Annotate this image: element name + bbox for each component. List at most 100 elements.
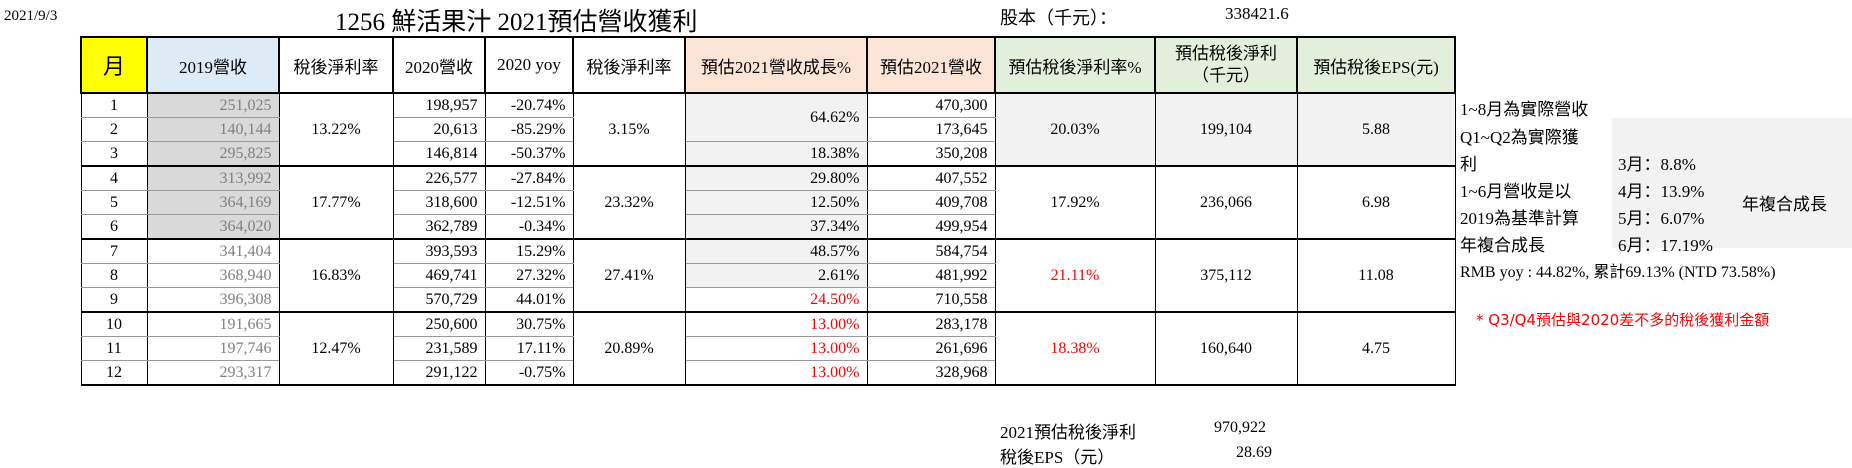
cagr-item: 4月：13.9%: [1618, 182, 1705, 201]
table-row: 12 293,317 291,122 -0.75% 13.00% 328,968: [80, 360, 1455, 386]
est-eps-cell: 6.98: [1296, 165, 1456, 240]
cagr-note-background: [1612, 118, 1852, 248]
margin2019-cell: 12.47%: [278, 311, 394, 386]
report-title: 1256 鮮活果汁 2021預估營收獲利: [335, 9, 698, 36]
table-row: 7 341,404 16.83% 393,593 15.29% 27.41% 4…: [80, 238, 1456, 313]
est-eps-cell: 5.88: [1296, 92, 1456, 167]
col-rev2019: 2019營收: [146, 36, 280, 94]
col-month: 月: [80, 36, 148, 94]
est-eps-cell: 4.75: [1296, 311, 1456, 386]
rev2020-cell: 393,593: [392, 238, 486, 264]
growth2021-cell: 13.00%: [684, 336, 868, 361]
rev2020-cell: 226,577: [392, 165, 486, 191]
col-est-eps: 預估稅後EPS(元): [1296, 36, 1456, 94]
rev2020-cell: 570,729: [392, 287, 486, 313]
growth2021-cell: 18.38%: [684, 141, 868, 167]
rev2021-cell: 499,954: [866, 214, 996, 240]
margin2020-cell: 27.41%: [572, 238, 686, 313]
est-eps-cell: 11.08: [1296, 238, 1456, 313]
report-date: 2021/9/3: [4, 8, 58, 24]
note-line: Q1~Q2為實際獲: [1460, 128, 1579, 147]
rev2020-cell: 250,600: [392, 311, 486, 337]
yoy2020-cell: -20.74%: [484, 92, 574, 118]
growth2021-cell: 37.34%: [684, 214, 868, 240]
table-row: 10 191,665 12.47% 250,600 30.75% 20.89% …: [80, 311, 1456, 386]
table-row: 6 364,020 362,789 -0.34% 37.34% 499,954: [80, 214, 1455, 240]
col-margin2019: 稅後淨利率: [278, 36, 394, 94]
rev2020-cell: 146,814: [392, 141, 486, 167]
rev2019-cell: 313,992: [146, 165, 280, 191]
est-margin-cell: 21.11%: [994, 238, 1156, 313]
rev2019-cell: 191,665: [146, 311, 280, 337]
yoy2020-cell: -50.37%: [484, 141, 574, 167]
summary-profit-value: 970,922: [1214, 419, 1266, 436]
yoy2020-cell: 15.29%: [484, 238, 574, 264]
rev2021-cell: 407,552: [866, 165, 996, 191]
rev2021-cell: 710,558: [866, 287, 996, 313]
col-rev2020: 2020營收: [392, 36, 486, 94]
yoy2020-cell: -85.29%: [484, 117, 574, 142]
summary-eps-label: 稅後EPS（元）: [1000, 448, 1115, 467]
cagr-title: 年複合成長: [1742, 195, 1827, 214]
table-row: 1 251,025 13.22% 198,957 -20.74% 3.15% 6…: [80, 92, 1456, 167]
col-yoy2020: 2020 yoy: [484, 36, 574, 94]
month-cell: 7: [80, 238, 148, 264]
growth2021-cell: 24.50%: [684, 287, 868, 313]
month-cell: 11: [80, 336, 148, 361]
rev2021-cell: 173,645: [866, 117, 996, 142]
rev2019-cell: 197,746: [146, 336, 280, 361]
rev2021-cell: 328,968: [866, 360, 996, 386]
rev2019-cell: 364,020: [146, 214, 280, 240]
col-est-margin: 預估稅後淨利率%: [994, 36, 1156, 94]
col-est-profit: 預估稅後淨利 （千元）: [1154, 36, 1298, 94]
margin2020-cell: 23.32%: [572, 165, 686, 240]
note-line: 1~6月營收是以: [1460, 182, 1572, 201]
capital-value: 338421.6: [1225, 4, 1289, 23]
rev2019-cell: 251,025: [146, 92, 280, 118]
rev2019-cell: 295,825: [146, 141, 280, 167]
capital-label: 股本（千元）：: [1000, 8, 1117, 28]
rev2019-cell: 293,317: [146, 360, 280, 386]
rev2020-cell: 20,613: [392, 117, 486, 142]
yoy2020-cell: 27.32%: [484, 263, 574, 288]
forecast-table: 月 2019營收 稅後淨利率 2020營收 2020 yoy 稅後淨利率 預估2…: [80, 36, 1456, 386]
month-cell: 10: [80, 311, 148, 337]
rev2019-cell: 364,169: [146, 190, 280, 215]
est-margin-cell: 20.03%: [994, 92, 1156, 167]
rev2021-cell: 283,178: [866, 311, 996, 337]
month-cell: 5: [80, 190, 148, 215]
yoy2020-cell: 30.75%: [484, 311, 574, 337]
yoy2020-cell: -0.75%: [484, 360, 574, 386]
month-cell: 2: [80, 117, 148, 142]
growth2021-cell: 29.80%: [684, 165, 868, 191]
month-cell: 12: [80, 360, 148, 386]
month-cell: 6: [80, 214, 148, 240]
rev2020-cell: 362,789: [392, 214, 486, 240]
rmb-yoy-note: RMB yoy : 44.82%, 累計69.13% (NTD 73.58%): [1460, 264, 1776, 281]
note-line: 1~8月為實際營收: [1460, 100, 1589, 119]
est-margin-cell: 17.92%: [994, 165, 1156, 240]
table-row: 8 368,940 469,741 27.32% 2.61% 481,992: [80, 263, 1455, 288]
rev2019-cell: 341,404: [146, 238, 280, 264]
rev2019-cell: 140,144: [146, 117, 280, 142]
month-cell: 9: [80, 287, 148, 313]
est-profit-cell: 375,112: [1154, 238, 1298, 313]
rev2020-cell: 291,122: [392, 360, 486, 386]
growth2021-cell: 48.57%: [684, 238, 868, 264]
est-profit-cell: 160,640: [1154, 311, 1298, 386]
cagr-item: 3月：8.8%: [1618, 155, 1696, 174]
note-line: 年複合成長: [1460, 236, 1545, 255]
est-profit-cell: 236,066: [1154, 165, 1298, 240]
table-row: 2 140,144 20,613 -85.29% 173,645: [80, 117, 1455, 142]
rev2019-cell: 368,940: [146, 263, 280, 288]
cagr-item: 6月：17.19%: [1618, 236, 1713, 255]
note-line: 2019為基準計算: [1460, 209, 1579, 228]
month-cell: 4: [80, 165, 148, 191]
est-profit-cell: 199,104: [1154, 92, 1298, 167]
table-row: 4 313,992 17.77% 226,577 -27.84% 23.32% …: [80, 165, 1456, 240]
rev2020-cell: 231,589: [392, 336, 486, 361]
rev2021-cell: 261,696: [866, 336, 996, 361]
growth2021-cell: 13.00%: [684, 360, 868, 386]
summary-eps-value: 28.69: [1236, 444, 1272, 461]
rev2021-cell: 481,992: [866, 263, 996, 288]
